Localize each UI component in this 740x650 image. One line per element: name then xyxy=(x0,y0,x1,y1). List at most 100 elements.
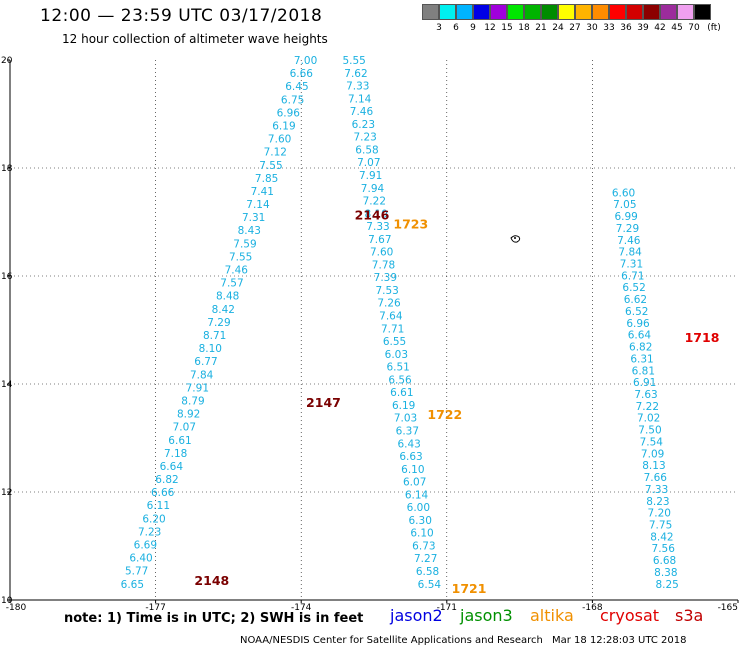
wave-height-value: 8.71 xyxy=(203,330,226,342)
legend-swatch xyxy=(609,4,626,20)
legend-level-label: 9 xyxy=(470,23,476,33)
wave-height-value: 7.55 xyxy=(259,160,282,172)
wave-height-value: 7.22 xyxy=(636,401,659,413)
wave-height-value: 7.53 xyxy=(375,285,398,297)
generated-timestamp: Mar 18 12:28:03 UTC 2018 xyxy=(552,635,687,646)
satellite-altika: altika xyxy=(530,606,574,625)
legend-unit: (ft) xyxy=(707,23,721,33)
legend-swatch xyxy=(660,4,677,20)
wave-height-value: 6.03 xyxy=(385,349,408,361)
wave-height-value: 7.94 xyxy=(361,183,385,195)
wave-height-value: 6.99 xyxy=(614,211,637,223)
wave-height-value: 7.20 xyxy=(648,508,671,520)
lon-label: -174 xyxy=(291,603,312,613)
wave-height-value: 6.19 xyxy=(272,120,295,132)
wave-height-value: 6.52 xyxy=(622,282,645,294)
wave-height-value: 7.31 xyxy=(620,258,643,270)
wave-height-value: 7.64 xyxy=(379,311,403,323)
wave-height-value: 7.50 xyxy=(638,425,661,437)
wave-height-value: 6.66 xyxy=(290,68,314,80)
wave-height-value: 7.63 xyxy=(634,389,657,401)
wave-height-value: 7.46 xyxy=(617,235,641,247)
wave-height-value: 7.60 xyxy=(268,134,291,146)
wave-height-value: 7.75 xyxy=(649,519,672,531)
wave-height-value: 8.38 xyxy=(654,567,677,579)
wave-height-value: 6.61 xyxy=(390,387,413,399)
legend-swatch xyxy=(490,4,507,20)
wave-height-value: 7.33 xyxy=(366,221,389,233)
wave-height-value: 8.42 xyxy=(212,304,235,316)
pass-time-label: 1718 xyxy=(685,330,720,345)
wave-height-value: 6.19 xyxy=(392,400,415,412)
wave-height-value: 7.02 xyxy=(637,413,660,425)
wave-height-value: 7.33 xyxy=(346,81,369,93)
satellite-s3a: s3a xyxy=(675,606,704,625)
legend-swatch xyxy=(592,4,609,20)
wave-height-value: 7.00 xyxy=(294,55,317,67)
wave-height-value: 6.51 xyxy=(386,362,409,374)
wave-height-value: 6.96 xyxy=(626,318,650,330)
legend-level-label: 24 xyxy=(552,23,564,33)
wave-height-value: 7.07 xyxy=(173,422,196,434)
legend-level-label: 15 xyxy=(501,23,513,33)
wave-height-value: 7.60 xyxy=(370,247,393,259)
wave-height-value: 6.20 xyxy=(142,513,165,525)
wave-height-value: 7.05 xyxy=(613,199,636,211)
wave-height-value: 7.33 xyxy=(645,484,668,496)
wave-height-value: 7.27 xyxy=(414,553,437,565)
wave-height-value: 6.58 xyxy=(355,144,378,156)
wave-height-value: 6.81 xyxy=(632,365,655,377)
wave-height-value: 8.10 xyxy=(364,208,387,220)
lon-label: -168 xyxy=(582,603,603,613)
wave-height-value: 7.18 xyxy=(164,448,187,460)
wave-height-value: 7.84 xyxy=(618,247,642,259)
wave-height-value: 7.56 xyxy=(652,543,676,555)
wave-height-value: 7.23 xyxy=(353,132,376,144)
lat-label: 14 xyxy=(1,380,13,390)
wave-height-value: 5.77 xyxy=(125,566,148,578)
legend-level-label: 30 xyxy=(586,23,598,33)
wave-height-value: 8.92 xyxy=(177,409,200,421)
lat-label: 20 xyxy=(1,56,13,66)
legend-swatch xyxy=(558,4,575,20)
wave-height-value: 6.73 xyxy=(412,540,435,552)
lon-label: -177 xyxy=(145,603,165,613)
storm-icon xyxy=(510,235,521,243)
lon-label: -165 xyxy=(718,603,738,613)
legend-level-label: 12 xyxy=(484,23,496,33)
wave-height-value: 6.52 xyxy=(625,306,648,318)
wave-height-value: 6.68 xyxy=(653,555,676,567)
lat-label: 12 xyxy=(1,488,12,498)
wave-height-value: 7.26 xyxy=(377,298,401,310)
wave-height-value: 6.64 xyxy=(160,461,184,473)
legend-swatch xyxy=(643,4,660,20)
pass-time-label: 1721 xyxy=(452,581,487,596)
legend-swatch xyxy=(473,4,490,20)
wave-height-value: 8.43 xyxy=(238,225,261,237)
wave-height-value: 7.55 xyxy=(229,251,252,263)
pass-time-label: 1722 xyxy=(427,407,462,422)
legend-level-label: 39 xyxy=(637,23,649,33)
wave-height-value: 6.14 xyxy=(405,489,429,501)
lat-label: 10 xyxy=(1,596,13,606)
chart-subtitle: 12 hour collection of altimeter wave hei… xyxy=(62,32,328,46)
wave-height-value: 7.91 xyxy=(359,170,382,182)
wave-height-value: 7.91 xyxy=(186,382,209,394)
pass-time-label: 2146 xyxy=(355,208,390,223)
pass-time-label: 2147 xyxy=(306,395,341,410)
wave-height-value: 6.60 xyxy=(612,187,635,199)
wave-height-value: 6.65 xyxy=(121,579,144,591)
altimeter-tracks: 7.006.666.456.756.966.197.607.127.557.85… xyxy=(121,55,679,591)
legend-level-label: 3 xyxy=(436,23,442,33)
wave-height-value: 6.11 xyxy=(147,500,170,512)
wave-height-value: 7.31 xyxy=(242,212,265,224)
wave-height-value: 7.71 xyxy=(381,323,404,335)
wave-height-value: 8.42 xyxy=(650,531,673,543)
wave-height-value: 7.29 xyxy=(616,223,639,235)
wave-height-value: 6.37 xyxy=(396,425,419,437)
wave-height-value: 7.22 xyxy=(363,196,386,208)
credit-line: NOAA/NESDIS Center for Satellite Applica… xyxy=(240,635,543,646)
wave-height-value: 7.78 xyxy=(372,259,395,271)
